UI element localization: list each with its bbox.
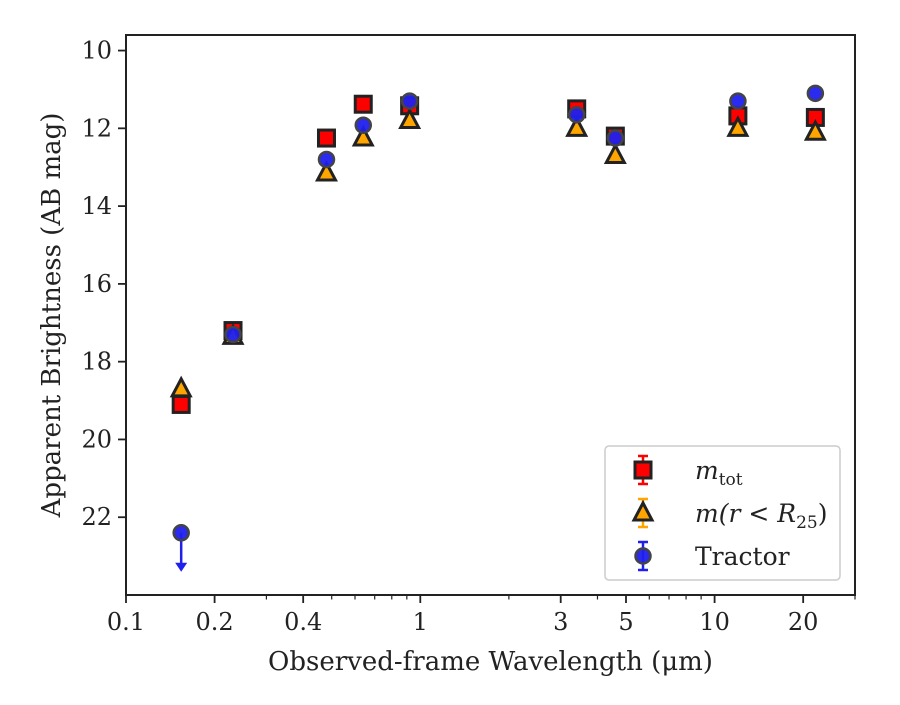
legend-square-marker xyxy=(633,460,653,480)
triangle-marker xyxy=(169,375,193,398)
triangle-marker xyxy=(351,124,375,147)
triangle-marker xyxy=(565,115,589,137)
circle-marker xyxy=(317,150,336,169)
triangle-marker xyxy=(803,119,827,141)
circle-marker xyxy=(729,92,747,110)
y-tick-label: 22 xyxy=(81,503,112,531)
square-marker xyxy=(316,128,336,148)
legend-label: mtot xyxy=(695,456,743,490)
legend-circle-marker xyxy=(634,547,652,565)
x-axis-title: Observed-frame Wavelength (μm) xyxy=(268,647,713,677)
x-tick-label: 3 xyxy=(553,608,568,636)
triangle-marker xyxy=(314,159,338,182)
legend-triangle-marker xyxy=(631,499,655,522)
upper-limit-arrow-head xyxy=(175,562,188,572)
y-axis-title: Apparent Brightness (AB mag) xyxy=(37,113,67,519)
x-tick-label: 5 xyxy=(618,608,633,636)
circle-marker xyxy=(172,524,190,542)
square-marker xyxy=(353,94,373,114)
series-0-points xyxy=(171,94,825,414)
circle-marker xyxy=(806,84,825,103)
y-tick-label: 10 xyxy=(81,37,112,65)
y-tick-label: 20 xyxy=(81,425,112,453)
x-tick-label: 10 xyxy=(699,608,730,636)
legend-entry-0: mtot xyxy=(633,454,743,490)
legend-label: Tractor xyxy=(695,542,790,571)
legend-entry-2: Tractor xyxy=(634,540,790,572)
triangle-marker xyxy=(726,115,750,137)
triangle-marker xyxy=(398,107,422,130)
circle-marker xyxy=(354,116,373,134)
series-1-points xyxy=(169,107,827,398)
legend-label: m(r < R25) xyxy=(695,499,827,533)
y-tick-label: 16 xyxy=(81,270,112,298)
series-2-points xyxy=(172,84,825,572)
x-tick-label: 1 xyxy=(413,608,428,636)
x-tick-label: 20 xyxy=(788,608,819,636)
x-tick-label: 0.4 xyxy=(284,608,322,636)
circle-marker xyxy=(400,92,419,110)
circle-marker xyxy=(567,105,586,124)
y-tick-label: 18 xyxy=(81,348,112,376)
triangle-marker xyxy=(603,142,627,165)
x-tick-label: 0.2 xyxy=(196,608,234,636)
x-tick-label: 0.1 xyxy=(107,608,145,636)
y-tick-label: 14 xyxy=(81,192,112,220)
circle-marker xyxy=(606,129,625,147)
y-tick-label: 12 xyxy=(81,114,112,142)
circle-marker xyxy=(224,325,242,344)
legend-box xyxy=(604,445,841,581)
plot-frame xyxy=(125,34,856,596)
legend-entry-1: m(r < R25) xyxy=(631,497,827,533)
square-marker xyxy=(171,394,191,414)
